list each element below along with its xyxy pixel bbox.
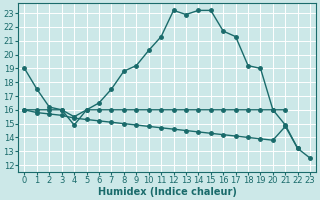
X-axis label: Humidex (Indice chaleur): Humidex (Indice chaleur) <box>98 187 237 197</box>
